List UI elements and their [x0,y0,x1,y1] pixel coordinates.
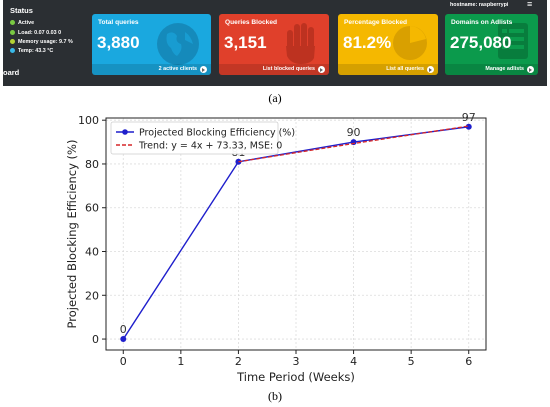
data-point [235,158,242,165]
status-load: Load: 0.07 0.03 0 [10,30,61,36]
series-layer [120,123,472,343]
status-sidebar: Status Active Load: 0.07 0.03 0 Memory u… [3,0,89,86]
total-queries-card: Total queries 3,880 2 active clients [92,14,211,75]
arrow-right-icon [527,66,534,73]
y-axis-label: Projected Blocking Efficiency (%) [65,140,79,329]
arrow-right-icon [318,66,325,73]
data-point [120,336,127,343]
legend-label: Trend: y = 4x + 73.33, MSE: 0 [138,141,282,152]
status-title: Status [10,6,33,15]
card-value: 3,151 [224,33,267,52]
data-point [465,123,472,130]
pie-chart-icon [393,26,427,60]
y-tick-label: 100 [78,114,99,127]
y-tick-label: 20 [85,289,99,302]
x-tick-label: 3 [293,355,300,368]
y-tick-label: 0 [92,333,99,346]
card-title: Queries Blocked [225,19,278,26]
x-tick-label: 4 [350,355,357,368]
card-value: 3,880 [97,33,140,52]
data-label: 0 [120,323,127,336]
card-title: Domains on Adlists [451,19,513,26]
status-dot-icon [10,30,15,35]
status-active: Active [10,20,34,26]
hostname-label: hostname: raspberrypi [450,2,509,8]
list-icon [498,23,528,59]
status-memory: Memory usage: 9.7 % [10,39,73,45]
hamburger-menu-icon[interactable]: ≡ [527,0,533,9]
y-tick-label: 60 [85,202,99,215]
x-tick-label: 0 [120,355,127,368]
card-footer-link[interactable]: List all queries [338,64,438,75]
arrow-right-icon [200,66,207,73]
status-dot-icon [10,20,15,25]
globe-icon [157,23,199,65]
grid-lines [106,118,486,350]
status-temp: Temp: 43.3 °C [10,48,53,54]
x-tick-label: 6 [465,355,472,368]
data-label: 97 [462,111,476,124]
sidebar-section-partial: oard [3,68,20,77]
arrow-right-icon [427,66,434,73]
hand-icon [286,23,315,64]
panel-b-label: (b) [268,389,282,403]
card-title: Total queries [98,19,139,26]
data-label: 90 [347,126,361,139]
card-title: Percentage Blocked [344,19,408,26]
x-tick-label: 1 [177,355,184,368]
queries-blocked-card: Queries Blocked 3,151 List blocked queri… [219,14,329,75]
x-axis-label: Time Period (Weeks) [236,370,355,384]
card-value: 81.2% [343,33,392,52]
thermometer-icon [10,48,15,53]
panel-a-label: (a) [268,91,282,105]
card-footer-link[interactable]: List blocked queries [219,64,329,75]
dashboard-screenshot: Status Active Load: 0.07 0.03 0 Memory u… [3,0,547,86]
legend-label: Projected Blocking Efficiency (%) [139,128,295,139]
y-tick-label: 80 [85,158,99,171]
card-footer-link[interactable]: 2 active clients [92,64,211,75]
trend-line [238,125,469,163]
card-footer-link[interactable]: Manage adlists [445,64,538,75]
x-tick-label: 5 [408,355,415,368]
legend-box [110,121,279,155]
legend: Projected Blocking Efficiency (%) Trend: … [110,121,295,155]
x-tick-label: 2 [235,355,242,368]
legend-swatch-marker [122,129,128,135]
card-value: 275,080 [450,33,512,52]
y-tick-label: 40 [85,246,99,259]
domains-on-adlists-card: Domains on Adlists 275,080 Manage adlist… [445,14,538,75]
status-dot-icon [10,39,15,44]
percentage-blocked-card: Percentage Blocked 81.2% List all querie… [338,14,438,75]
